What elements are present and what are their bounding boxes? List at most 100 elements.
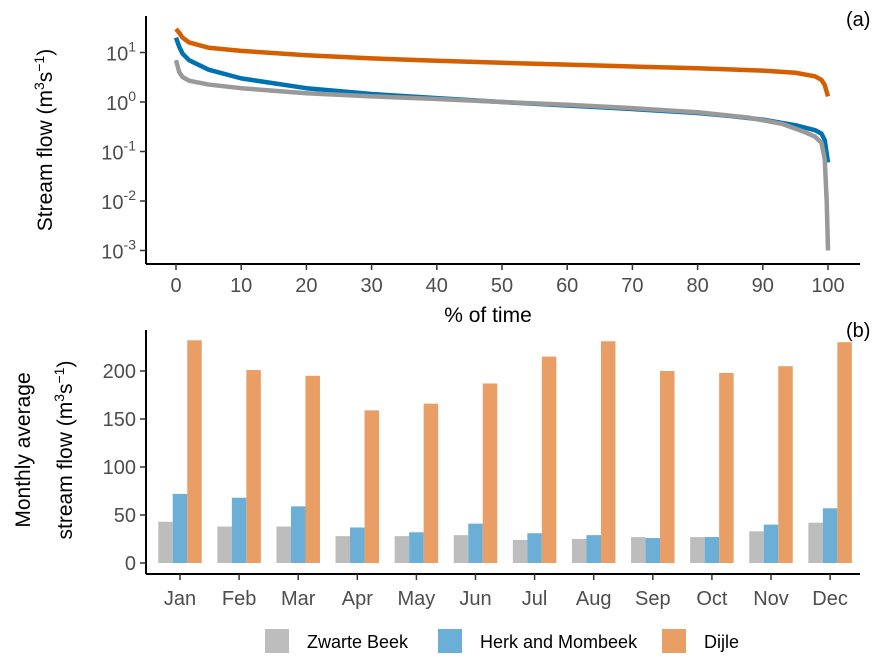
bar-zwarte-beek-jul [512, 539, 528, 563]
panel-b-y-tick-label: 50 [114, 505, 136, 527]
bar-zwarte-beek-aug [571, 539, 587, 563]
bar-dijle-jan [187, 340, 202, 563]
panel-b-y-tick-label: 200 [103, 361, 136, 383]
bar-group-mar [276, 375, 320, 563]
panel-b-y-tick-label: 100 [103, 457, 136, 479]
bar-group-oct [690, 372, 734, 563]
bar-dijle-oct [719, 372, 734, 563]
series-line-dijle [174, 27, 831, 97]
panel-b-x-tick-label: Jan [164, 588, 196, 610]
panel-b-x-tick-label: Jul [522, 588, 548, 610]
panel-a-x-tick-label: 40 [426, 275, 448, 297]
panel-a-x-tick-label: 100 [811, 275, 844, 297]
bar-group-aug [571, 341, 616, 563]
bar-dijle-sep [660, 371, 675, 563]
panel-b-bars [158, 340, 852, 563]
bar-group-apr [335, 410, 380, 563]
bar-herk-and-mombeek-sep [645, 538, 661, 563]
panel-b-y-axis-title-line1: Monthly average [12, 372, 35, 527]
panel-b-y-axis-title-line2: stream flow (m3s−1) [51, 361, 77, 540]
panel-a-x-tick-label: 50 [491, 275, 513, 297]
panel-a-x-axis-title: % of time [444, 304, 532, 327]
panel-a-x-tick-label: 90 [752, 275, 774, 297]
bar-zwarte-beek-sep [631, 537, 646, 563]
bar-dijle-aug [600, 341, 616, 563]
bar-zwarte-beek-dec [808, 522, 823, 563]
bar-dijle-feb [246, 370, 261, 563]
panel-b-x-tick-label: Dec [812, 588, 848, 610]
panel-a-y-tick-label: 100 [106, 88, 136, 115]
bar-herk-and-mombeek-feb [231, 497, 247, 563]
panel-a-x-tick-label: 30 [360, 275, 382, 297]
bar-dijle-jun [482, 383, 498, 563]
panel-b-x-tick-label: May [398, 588, 436, 610]
bar-group-jun [453, 383, 498, 563]
bar-dijle-mar [305, 375, 320, 563]
panel-a-x-tick-label: 70 [621, 275, 643, 297]
panel-b-y-tick-label: 0 [125, 553, 136, 575]
panel-a-axes: 0 10 20 30 40 50 60 70 80 90 100 101 100 10-1 10-2 10-3 [101, 16, 860, 297]
bar-zwarte-beek-nov [749, 531, 764, 563]
bar-zwarte-beek-jun [453, 535, 469, 563]
panel-b-axes: 0 50 100 150 200 Jan Feb Mar Apr May Jun Jul Aug Sep O… [103, 330, 860, 610]
panel-b-x-tick-label: Sep [635, 588, 671, 610]
bar-herk-and-mombeek-dec [822, 508, 838, 563]
panel-a-x-tick-label: 20 [295, 275, 317, 297]
legend-swatch-dijle [662, 629, 686, 653]
panel-b-x-tick-label: Aug [576, 588, 612, 610]
panel-a-y-tick-label: 10-1 [101, 138, 136, 165]
panel-b-x-tick-label: Jun [459, 588, 491, 610]
bar-herk-and-mombeek-oct [704, 537, 720, 563]
panel-a-flow-duration-chart: (a) % of time Stream flow (m3s−1) 0 10 20 3… [31, 9, 870, 327]
bar-dijle-dec [837, 342, 852, 563]
bar-zwarte-beek-jan [158, 521, 173, 563]
panel-a-series-lines [173, 27, 831, 251]
panel-a-y-tick-label: 10-2 [101, 187, 136, 214]
bar-zwarte-beek-mar [276, 526, 291, 563]
bar-group-jul [512, 356, 557, 563]
panel-a-y-axis-title: Stream flow (m3s−1) [31, 49, 57, 231]
legend-label-zwarte-beek: Zwarte Beek [307, 632, 409, 652]
panel-a-y-tick-label: 10-3 [101, 237, 136, 264]
bar-dijle-apr [364, 410, 380, 563]
legend-swatch-herk-and-mombeek [438, 629, 462, 653]
panel-a-x-tick-label: 10 [230, 275, 252, 297]
panel-a-tag: (a) [846, 9, 870, 31]
bar-group-jan [158, 340, 202, 563]
bar-dijle-nov [778, 366, 793, 563]
bar-dijle-may [423, 403, 439, 563]
panel-b-tag: (b) [846, 320, 870, 342]
panel-b-x-tick-label: Nov [753, 588, 789, 610]
bar-zwarte-beek-may [394, 536, 410, 563]
bar-zwarte-beek-oct [690, 537, 705, 563]
bar-group-feb [217, 370, 261, 563]
panel-a-y-tick-label: 101 [106, 39, 136, 66]
panel-b-x-tick-label: Mar [281, 588, 316, 610]
panel-b-x-tick-label: Oct [696, 588, 728, 610]
panel-b-y-tick-label: 150 [103, 409, 136, 431]
panel-a-x-tick-label: 0 [170, 275, 181, 297]
legend-swatch-zwarte-beek [265, 629, 289, 653]
bar-herk-and-mombeek-nov [763, 524, 779, 563]
bar-herk-and-mombeek-jun [468, 523, 483, 563]
bar-herk-and-mombeek-jan [172, 493, 188, 563]
series-line-zwarte-beek [173, 59, 831, 251]
bar-group-dec [808, 342, 852, 563]
bar-herk-and-mombeek-jul [527, 533, 542, 563]
bar-herk-and-mombeek-mar [290, 506, 306, 563]
bar-herk-and-mombeek-apr [350, 527, 365, 563]
bar-group-sep [631, 371, 675, 563]
legend-label-herk-and-mombeek: Herk and Mombeek [480, 632, 638, 652]
panel-b-x-tick-label: Feb [222, 588, 256, 610]
bar-dijle-jul [541, 356, 557, 563]
legend: Zwarte Beek Herk and Mombeek Dijle [265, 629, 739, 653]
legend-label-dijle: Dijle [704, 632, 739, 652]
panel-a-x-tick-label: 60 [556, 275, 578, 297]
panel-b-x-tick-label: Apr [342, 588, 373, 610]
panel-b-monthly-bar-chart: (b) Monthly average stream flow (m3s−1) … [12, 320, 870, 610]
bar-zwarte-beek-feb [217, 526, 232, 563]
panel-a-x-tick-label: 80 [686, 275, 708, 297]
bar-group-may [394, 403, 439, 563]
bar-herk-and-mombeek-aug [586, 535, 601, 563]
